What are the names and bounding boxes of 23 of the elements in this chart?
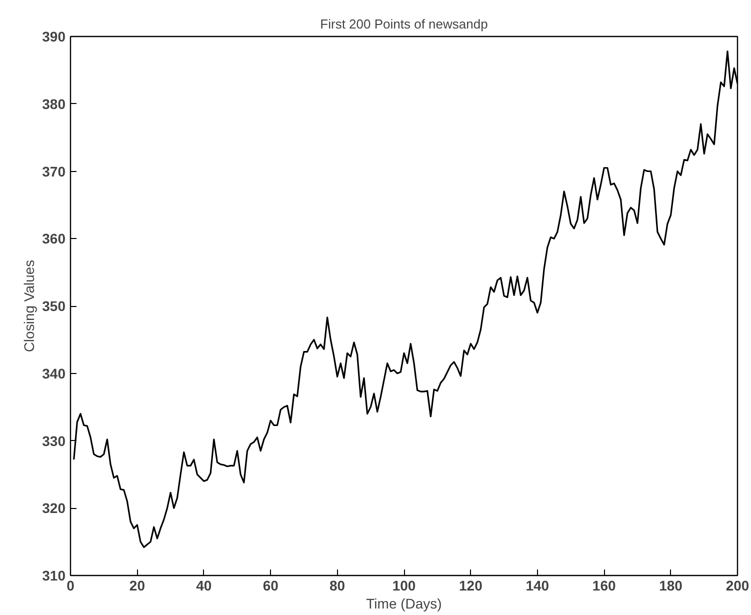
x-tick-label: 80 [330, 578, 346, 594]
x-axis-title: Time (Days) [366, 596, 442, 612]
x-tick-label: 120 [459, 578, 483, 594]
x-tick-label: 20 [129, 578, 146, 594]
y-tick-label: 390 [42, 28, 66, 44]
y-tick-label: 320 [42, 500, 66, 516]
x-tick-label: 40 [196, 578, 212, 594]
y-tick-label: 340 [42, 365, 66, 382]
x-tick-label: 200 [726, 578, 750, 594]
x-tick-label: 160 [592, 578, 616, 594]
y-tick-label: 330 [42, 432, 66, 449]
chart-title: First 200 Points of newsandp [320, 16, 488, 32]
x-tick-label: 100 [392, 578, 416, 594]
x-tick-label: 60 [262, 578, 279, 594]
x-tick-label: 180 [659, 578, 683, 594]
y-tick-label: 380 [42, 96, 66, 112]
y-tick-label: 360 [42, 230, 66, 247]
y-tick-label: 310 [42, 568, 66, 584]
y-axis-title: Closing Values [21, 260, 38, 352]
y-tick-label: 370 [42, 163, 66, 180]
y-tick-label: 350 [42, 298, 66, 314]
x-tick-label: 140 [526, 578, 550, 594]
x-tick-label: 0 [66, 578, 75, 594]
